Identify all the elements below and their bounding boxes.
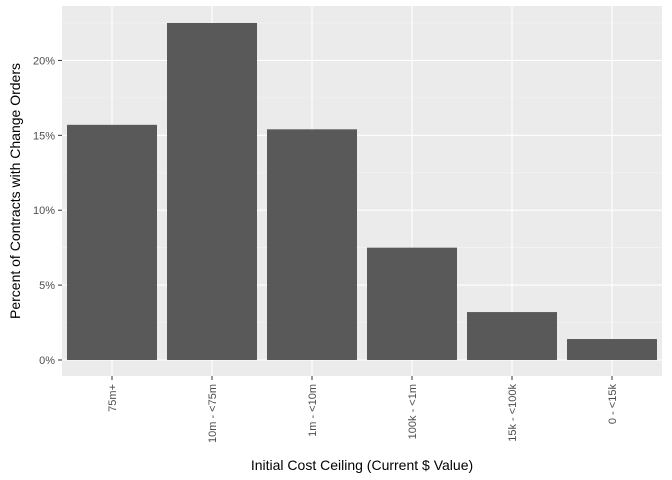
bar	[367, 247, 457, 360]
bars	[67, 22, 657, 360]
y-axis-title: Percent of Contracts with Change Orders	[7, 63, 23, 319]
x-tick-label: 0 - <15k	[607, 384, 619, 425]
grid-minor	[62, 22, 662, 323]
x-tick-label: 15k - <100k	[507, 384, 519, 442]
x-tick-label: 100k - <1m	[407, 384, 419, 439]
bar	[567, 339, 657, 360]
x-tick-label: 75m+	[107, 384, 119, 412]
y-tick-label: 20%	[33, 55, 55, 67]
bar	[467, 312, 557, 360]
y-axis-ticks: 0% 5% 10% 15% 20%	[33, 55, 62, 367]
y-tick-label: 0%	[39, 355, 55, 367]
y-tick-label: 10%	[33, 205, 55, 217]
x-axis-title: Initial Cost Ceiling (Current $ Value)	[251, 457, 473, 473]
bar	[67, 124, 157, 360]
plot-panel	[62, 6, 662, 376]
y-tick-label: 15%	[33, 130, 55, 142]
x-tick-label: 10m - <75m	[207, 384, 219, 443]
x-tick-label: 1m - <10m	[307, 384, 319, 437]
bar	[267, 129, 357, 360]
y-tick-label: 5%	[39, 280, 55, 292]
x-axis-ticks: 75m+ 10m - <75m 1m - <10m 100k - <1m 15k - <…	[107, 376, 619, 443]
bar	[167, 22, 257, 360]
